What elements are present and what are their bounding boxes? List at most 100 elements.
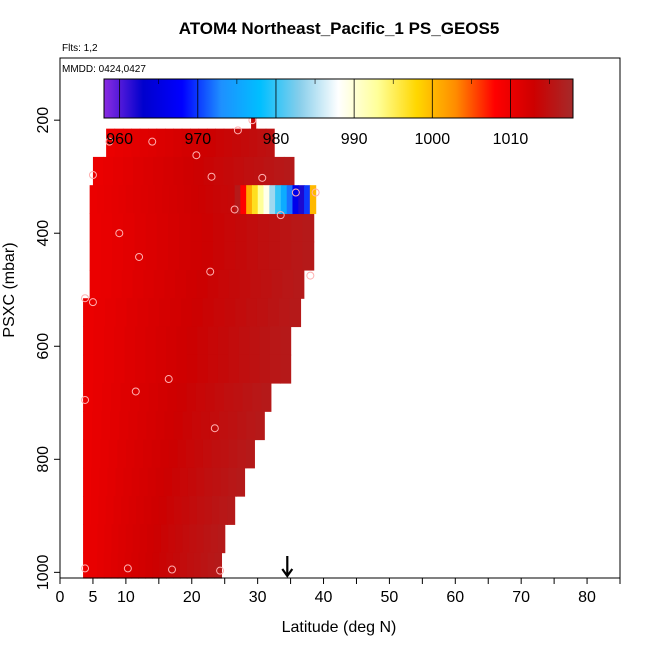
heatmap-cell — [200, 411, 211, 441]
heatmap-cell — [235, 298, 247, 328]
x-tick-label: 20 — [183, 589, 201, 606]
heatmap-cell — [114, 326, 126, 356]
data-point — [148, 137, 157, 146]
heatmap-cell — [131, 467, 141, 497]
heatmap-cell — [168, 241, 180, 271]
heatmap-cell — [166, 354, 178, 384]
heatmap-cell — [203, 156, 215, 186]
heatmap-cell — [224, 241, 236, 271]
data-point — [168, 565, 176, 574]
heatmap-cell — [194, 439, 204, 469]
data-point — [123, 564, 132, 573]
heatmap-cell — [212, 241, 225, 271]
heatmap-cell — [176, 185, 185, 215]
heatmap-cell — [114, 354, 126, 384]
heatmap-cell — [152, 552, 160, 579]
heatmap-cell — [227, 185, 236, 215]
heatmap-cell — [180, 298, 193, 328]
data-point — [291, 188, 300, 197]
data-point — [115, 229, 124, 238]
data-point — [105, 137, 114, 146]
heatmap-cell — [147, 185, 156, 215]
heatmap-cell — [125, 185, 134, 215]
heatmap-cell — [186, 326, 198, 356]
heatmap-cell — [83, 326, 95, 356]
heatmap-cell — [203, 524, 212, 554]
heatmap-cell — [104, 524, 112, 554]
heatmap-cell — [280, 326, 292, 356]
heatmap-cell — [159, 552, 167, 579]
heatmap-cell — [170, 298, 182, 328]
heatmap-cell — [83, 467, 92, 497]
heatmap-cell — [169, 185, 178, 215]
heatmap-cell — [309, 185, 317, 215]
heatmap-cell — [128, 496, 137, 525]
heatmap-cell — [171, 467, 181, 497]
heatmap-cell — [83, 439, 93, 469]
heatmap-cell — [163, 467, 173, 497]
heatmap-cell — [228, 269, 241, 299]
heatmap-cell — [292, 185, 299, 215]
heatmap-cell — [196, 269, 209, 299]
heatmap-cell — [118, 524, 127, 554]
heatmap-cell — [191, 185, 199, 215]
heatmap-cell — [115, 467, 125, 497]
data-point — [276, 211, 285, 220]
heatmap-cell — [198, 128, 208, 158]
heatmap-cell — [89, 269, 101, 299]
heatmap-cell — [215, 128, 225, 158]
heatmap-cell — [207, 354, 219, 384]
heatmap-cell — [246, 241, 259, 271]
heatmap-cell — [148, 128, 158, 158]
heatmap-cell — [121, 269, 134, 299]
heatmap-cell — [252, 383, 263, 412]
y-tick-label: 800 — [35, 446, 52, 473]
data-point — [230, 205, 239, 214]
heatmap-cell — [134, 326, 146, 356]
heatmap-cell — [120, 383, 131, 412]
heatmap-cell — [90, 524, 98, 554]
heatmap-cell — [100, 269, 112, 299]
data-point — [81, 564, 90, 573]
heatmap-cell — [123, 156, 134, 186]
chart-title: ATOM4 Northeast_Pacific_1 PS_GEOS5 — [179, 19, 500, 38]
heatmap-cell — [245, 439, 255, 469]
x-tick-label: 5 — [88, 589, 97, 606]
heatmap-cell — [145, 354, 157, 384]
colorbar-tick-label: 980 — [263, 131, 290, 148]
heatmap-cell — [205, 383, 216, 412]
heatmap-cell — [191, 411, 202, 441]
heatmap-cell — [89, 552, 98, 579]
heatmap-cell — [151, 496, 160, 525]
data-point — [131, 387, 140, 396]
heatmap-cell — [186, 552, 195, 579]
heatmap-cell — [212, 213, 225, 243]
heatmap-cell — [145, 241, 158, 271]
heatmap-cell — [179, 552, 188, 579]
heatmap-cell — [211, 496, 221, 525]
heatmap-cell — [96, 552, 105, 579]
heatmap-cell — [166, 326, 178, 356]
heatmap-cell — [177, 439, 187, 469]
heatmap-cell — [278, 298, 291, 328]
heatmap-cell — [211, 439, 221, 469]
heatmap-cell — [253, 156, 265, 186]
heatmap-cell — [158, 383, 169, 412]
y-tick-label: 400 — [35, 220, 52, 247]
heatmap-cell — [183, 185, 192, 215]
heatmap-cell — [302, 213, 315, 243]
heatmap-cell — [176, 354, 188, 384]
heatmap-cell — [265, 128, 275, 158]
heatmap-cell — [104, 298, 117, 328]
data-point — [311, 188, 320, 197]
heatmap-cell — [101, 411, 111, 441]
heatmap-cell — [155, 354, 167, 384]
heatmap-cell — [191, 298, 204, 328]
heatmap-cell — [168, 213, 180, 243]
y-tick-label: 600 — [35, 333, 52, 360]
heatmap-cell — [182, 411, 193, 441]
heatmap-cell — [89, 185, 98, 215]
heatmap-cell — [145, 326, 157, 356]
heatmap-cell — [112, 241, 124, 271]
y-axis: 200 400 600 800 1000 — [35, 107, 60, 590]
